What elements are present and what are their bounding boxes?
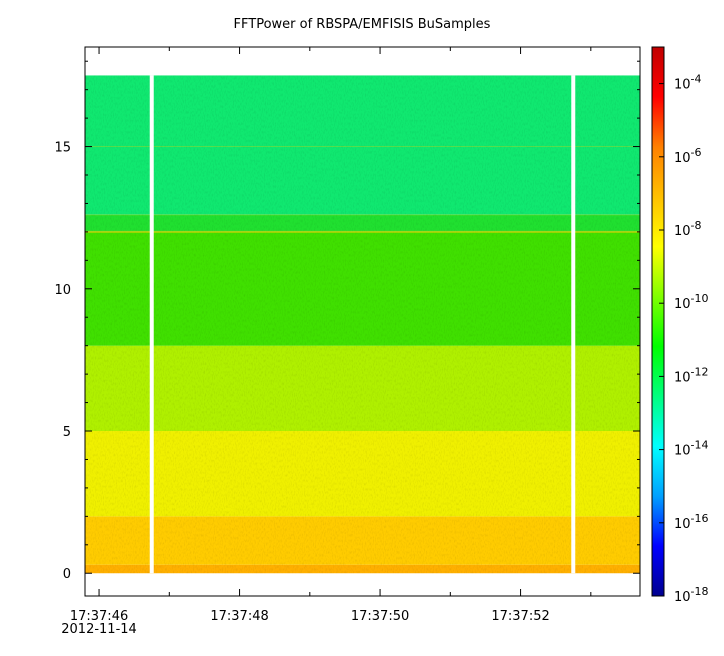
colorbar-label: 10-16	[674, 512, 709, 532]
colorbar-gradient	[652, 47, 664, 596]
colorbar-label: 10-4	[674, 73, 702, 93]
spectrogram-heatmap	[85, 75, 640, 574]
noise-texture	[85, 75, 640, 574]
y-tick-label: 10	[54, 283, 71, 298]
data-gap-0	[149, 75, 154, 574]
y-tick-label: 5	[63, 425, 71, 440]
x-tick-label: 17:37:48	[210, 609, 268, 624]
x-tick-label: 17:37:50	[351, 609, 409, 624]
y-tick-label: 15	[54, 141, 71, 156]
y-axis: 0 5 10 15	[54, 60, 640, 582]
y-tick-label: 0	[63, 567, 71, 582]
x-tick-label: 17:37:46	[70, 609, 128, 624]
x-date-label: 2012-11-14	[61, 622, 137, 637]
data-gaps	[149, 75, 576, 574]
data-gap-1	[571, 75, 576, 574]
colorbar-label: 10-18	[674, 585, 709, 605]
colorbar-label: 10-10	[674, 292, 709, 312]
plot-frame	[84, 46, 641, 597]
colorbar-label: 10-8	[674, 219, 702, 239]
chart-title: FFTPower of RBSPA/EMFISIS BuSamples	[233, 17, 491, 32]
x-axis: 17:37:46 17:37:48 17:37:50 17:37:52 2012-11-…	[61, 47, 592, 637]
x-tick-label: 17:37:52	[491, 609, 549, 624]
colorbar-label: 10-14	[674, 439, 709, 459]
colorbar: 10-4 10-6 10-8 10-10 10-12 10-14 10-16 10-18	[651, 46, 709, 605]
colorbar-frame	[651, 46, 665, 597]
colorbar-label: 10-12	[674, 365, 709, 385]
colorbar-label: 10-6	[674, 146, 702, 166]
